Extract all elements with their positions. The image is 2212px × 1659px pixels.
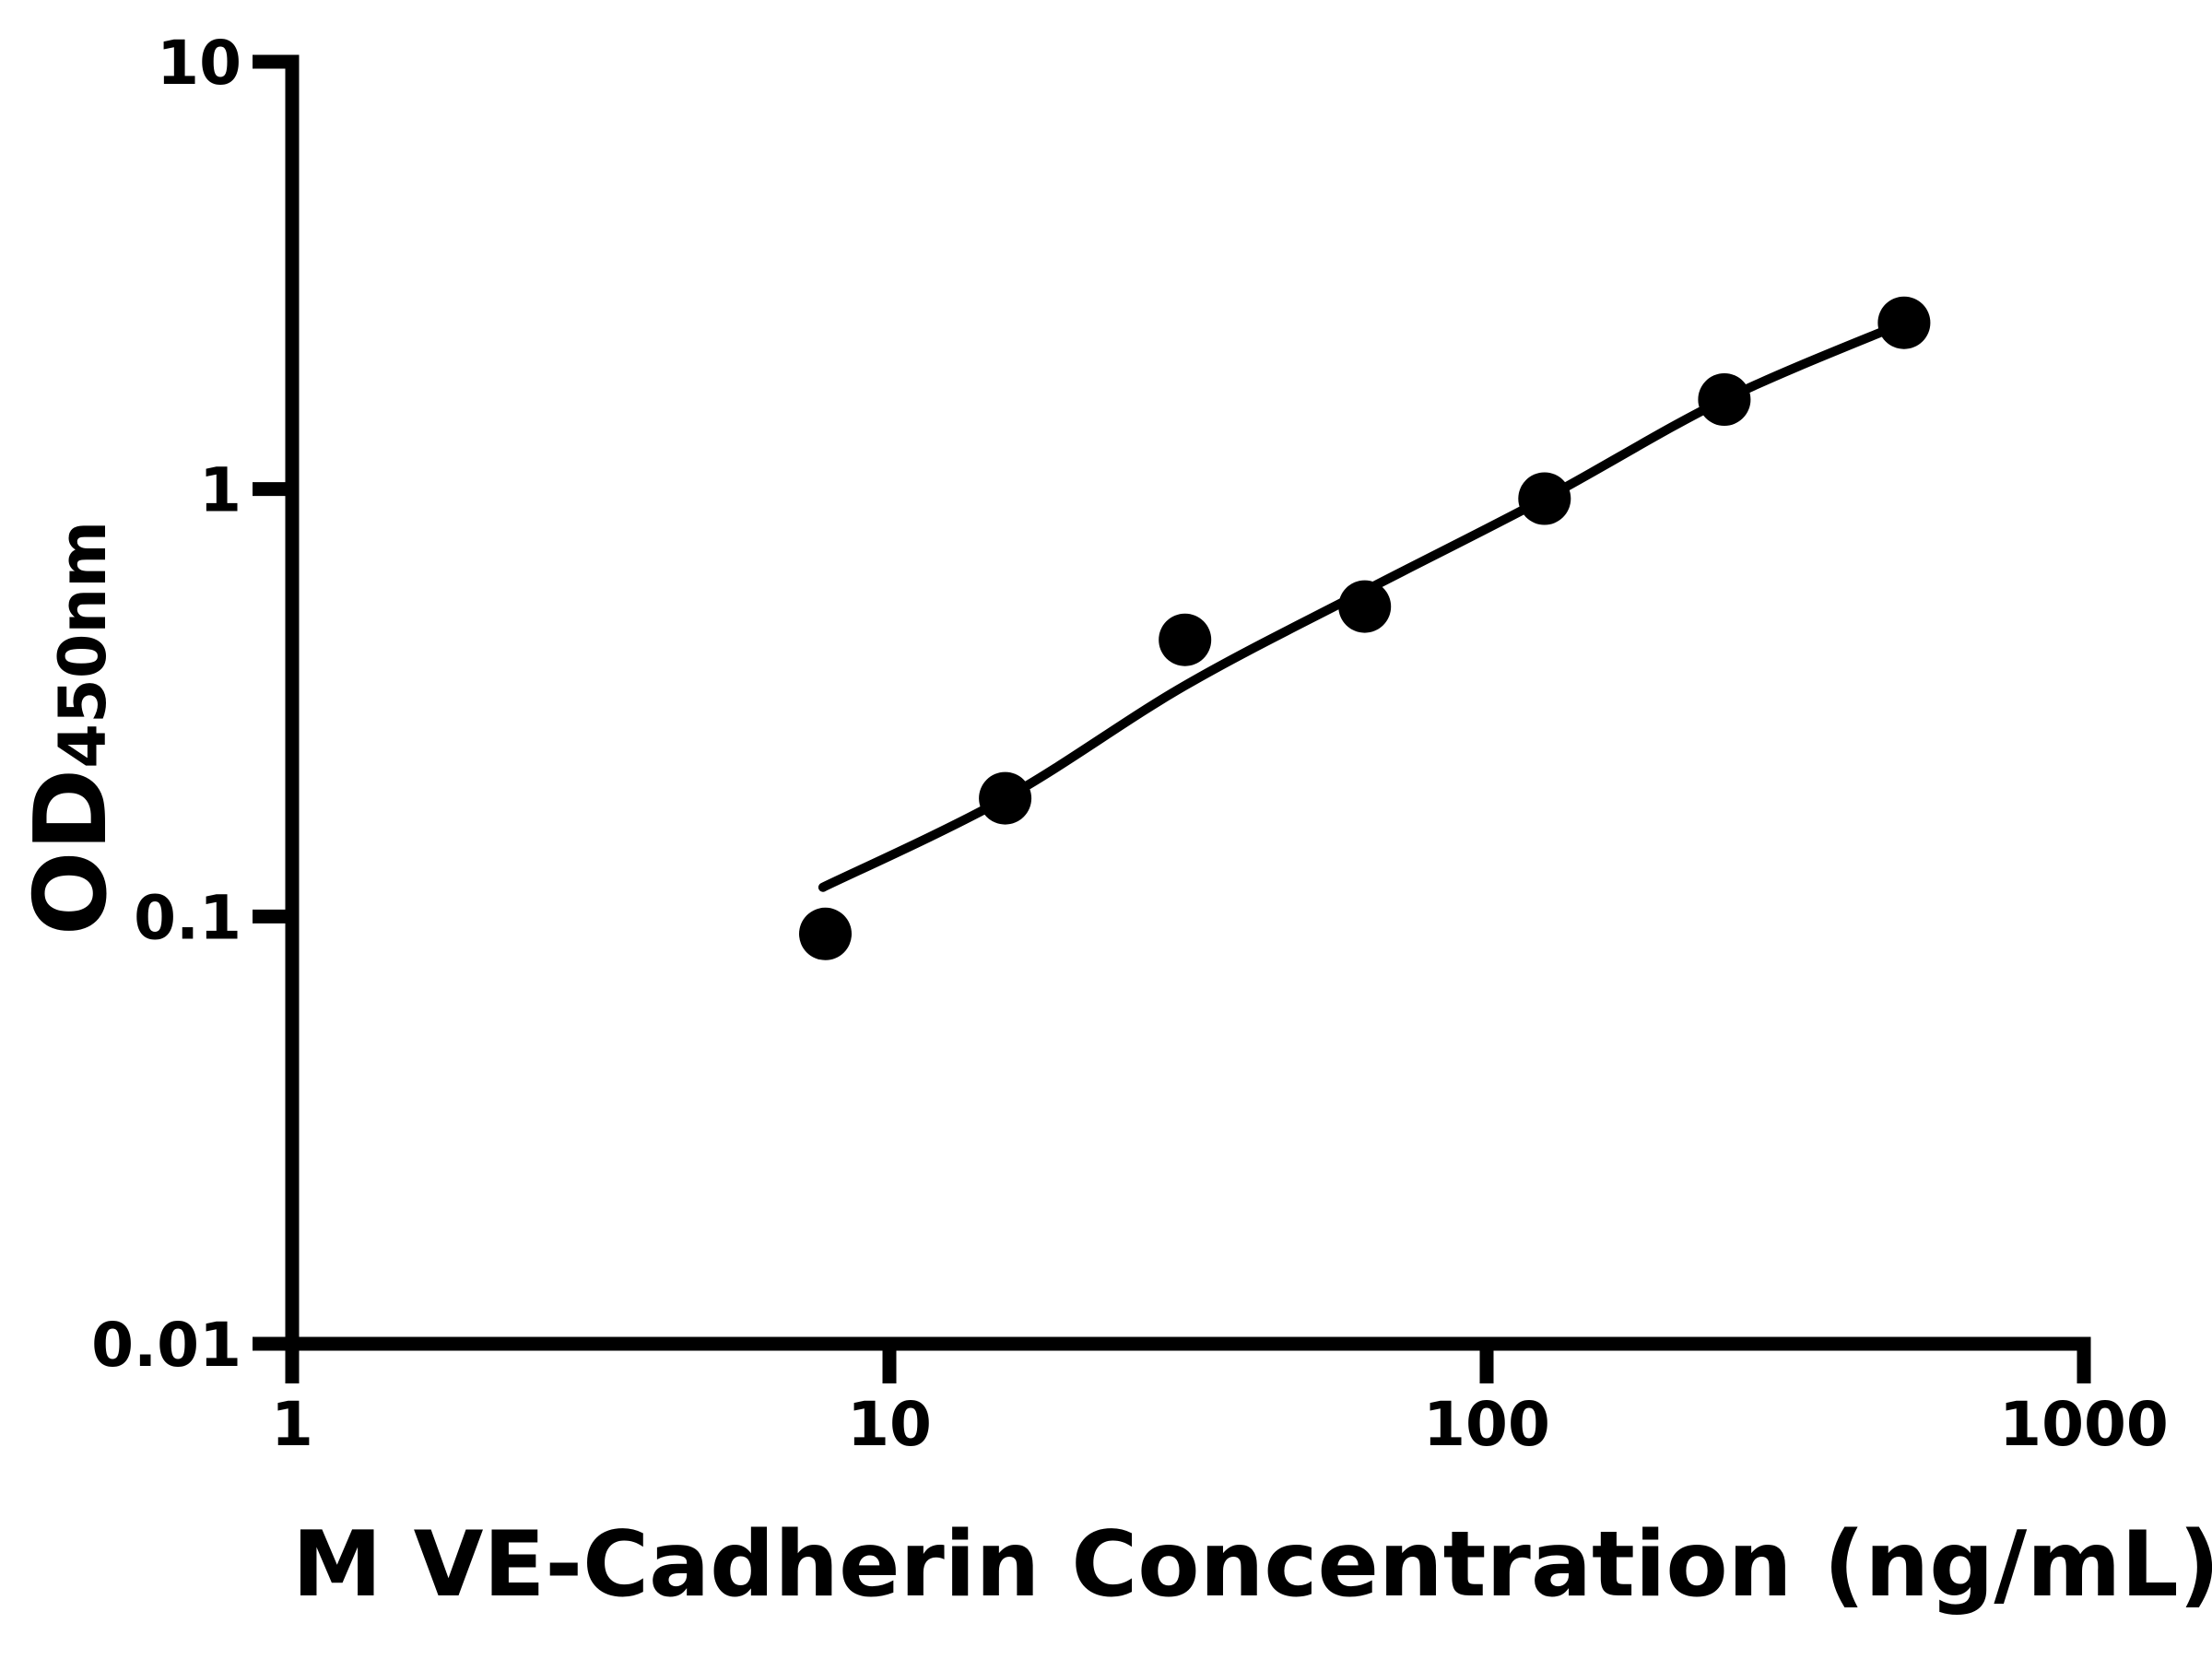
x-tick-label: 1: [271, 1389, 313, 1460]
y-tick-label: 0.01: [91, 1310, 241, 1381]
data-point: [1518, 472, 1571, 525]
y-tick-label: 10: [157, 28, 241, 99]
y-axis-title-subscript: 450nm: [45, 520, 121, 769]
x-tick-label: 100: [1423, 1389, 1550, 1460]
data-point: [979, 771, 1032, 825]
y-axis-title: OD450nm: [14, 520, 129, 935]
y-tick-label: 1: [199, 455, 241, 526]
x-axis-title: M VE-Cadherin Concentration (ng/mL): [292, 1512, 2212, 1618]
data-point: [1159, 613, 1212, 666]
y-axis-title-main: OD: [14, 768, 129, 936]
data-point: [1338, 580, 1392, 633]
data-point: [1877, 296, 1931, 349]
y-tick-label: 0.1: [134, 882, 241, 953]
data-point: [799, 907, 852, 960]
data-point: [1698, 373, 1751, 426]
x-tick-label: 1000: [1999, 1389, 2169, 1460]
x-tick-label: 10: [847, 1389, 932, 1460]
